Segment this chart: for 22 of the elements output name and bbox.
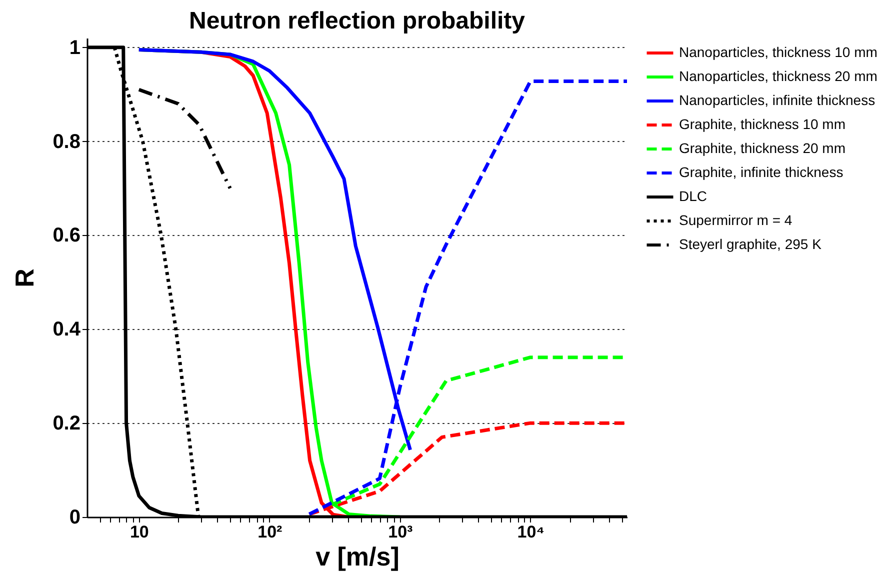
legend-label: DLC bbox=[679, 188, 708, 204]
legend-label: Nanoparticles, thickness 20 mm bbox=[679, 68, 878, 84]
legend-label: Supermirror m = 4 bbox=[679, 212, 792, 228]
y-tick-label: 0.2 bbox=[52, 412, 80, 435]
legend-label: Nanoparticles, infinite thickness bbox=[679, 92, 876, 108]
legend-label: Graphite, thickness 10 mm bbox=[679, 116, 846, 132]
legend-label: Steyerl graphite, 295 K bbox=[679, 236, 822, 252]
y-tick-label: 0.8 bbox=[52, 130, 80, 153]
y-axis-title: R bbox=[10, 268, 40, 288]
chart-title: Neutron reflection probability bbox=[188, 7, 526, 34]
legend-label: Graphite, thickness 20 mm bbox=[679, 140, 846, 156]
legend-label: Nanoparticles, thickness 10 mm bbox=[679, 44, 878, 60]
y-tick-label: 0.6 bbox=[52, 224, 80, 247]
y-tick-label: 0 bbox=[69, 506, 80, 528]
legend-label: Graphite, infinite thickness bbox=[679, 164, 844, 180]
x-tick-label: 10³ bbox=[388, 522, 414, 542]
x-axis-title: v [m/s] bbox=[316, 542, 400, 572]
x-tick-label: 10⁴ bbox=[517, 522, 545, 542]
x-tick-label: 10² bbox=[258, 522, 283, 542]
x-tick-label: 10 bbox=[130, 522, 149, 542]
y-tick-label: 1 bbox=[69, 36, 80, 59]
y-tick-label: 0.4 bbox=[52, 318, 82, 341]
